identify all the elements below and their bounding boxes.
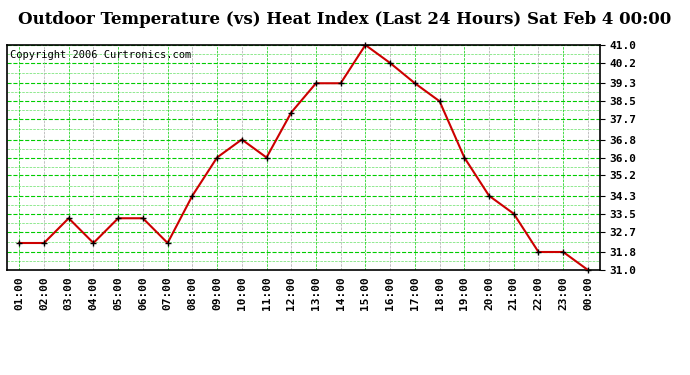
Text: Outdoor Temperature (vs) Heat Index (Last 24 Hours) Sat Feb 4 00:00: Outdoor Temperature (vs) Heat Index (Las… xyxy=(19,11,671,28)
Text: Copyright 2006 Curtronics.com: Copyright 2006 Curtronics.com xyxy=(10,50,191,60)
